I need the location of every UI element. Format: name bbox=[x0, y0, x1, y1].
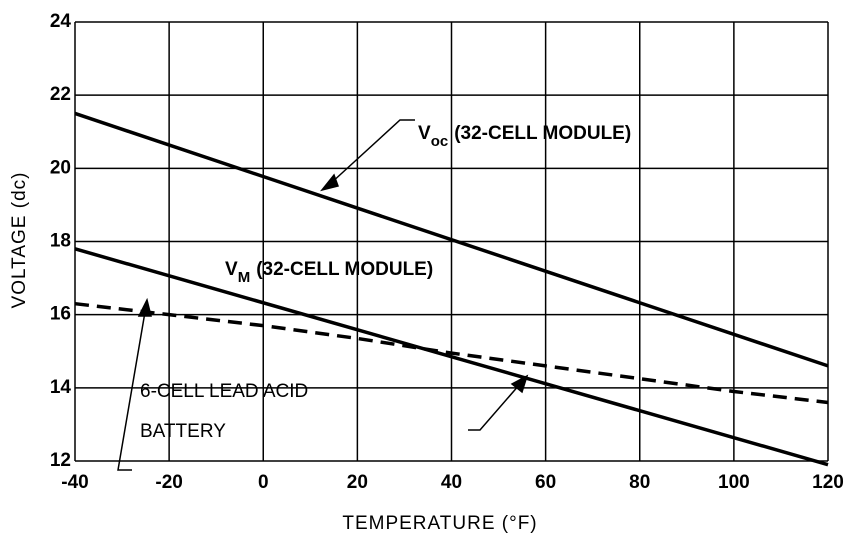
y-tick-label: 12 bbox=[50, 450, 71, 471]
annotation-part: M bbox=[238, 269, 251, 286]
annotation: VM (32-CELL MODULE) bbox=[225, 259, 433, 286]
annotation-part: V bbox=[225, 259, 238, 280]
x-tick-label: 40 bbox=[441, 472, 462, 493]
y-axis-label: VOLTAGE (dc) bbox=[9, 172, 30, 309]
x-tick-label: 0 bbox=[258, 472, 269, 493]
leader bbox=[468, 383, 521, 431]
y-tick-label: 14 bbox=[50, 377, 72, 398]
y-tick-label: 18 bbox=[50, 231, 71, 252]
annotation-part: V bbox=[418, 123, 431, 144]
series-line bbox=[74, 301, 829, 405]
x-axis-label: TEMPERATURE (°F) bbox=[342, 513, 537, 534]
x-tick-label: 60 bbox=[535, 472, 556, 493]
y-tick-label: 16 bbox=[50, 304, 71, 325]
y-tick-label: 22 bbox=[50, 84, 71, 105]
annotation-part: (32-CELL MODULE) bbox=[256, 259, 433, 280]
x-tick-label: 20 bbox=[347, 472, 368, 493]
leader bbox=[117, 311, 146, 471]
series-line bbox=[74, 111, 829, 368]
x-tick-label: 80 bbox=[629, 472, 650, 493]
x-tick-label: 100 bbox=[718, 472, 750, 493]
x-tick-label: -40 bbox=[61, 472, 88, 493]
x-tick-label: 120 bbox=[812, 472, 844, 493]
series-line bbox=[74, 247, 829, 467]
annotation-part: (32-CELL MODULE) bbox=[454, 123, 631, 144]
y-tick-label: 24 bbox=[50, 11, 72, 32]
annotation-part: oc bbox=[431, 133, 449, 150]
annotation: 6-CELL LEAD ACID bbox=[140, 381, 308, 402]
y-tick-label: 20 bbox=[50, 157, 71, 178]
leaders bbox=[117, 119, 529, 471]
leader bbox=[329, 119, 415, 185]
annotation: BATTERY bbox=[140, 421, 226, 442]
x-tick-label: -20 bbox=[155, 472, 182, 493]
annotation: Voc (32-CELL MODULE) bbox=[418, 123, 631, 150]
arrowhead bbox=[320, 173, 339, 192]
